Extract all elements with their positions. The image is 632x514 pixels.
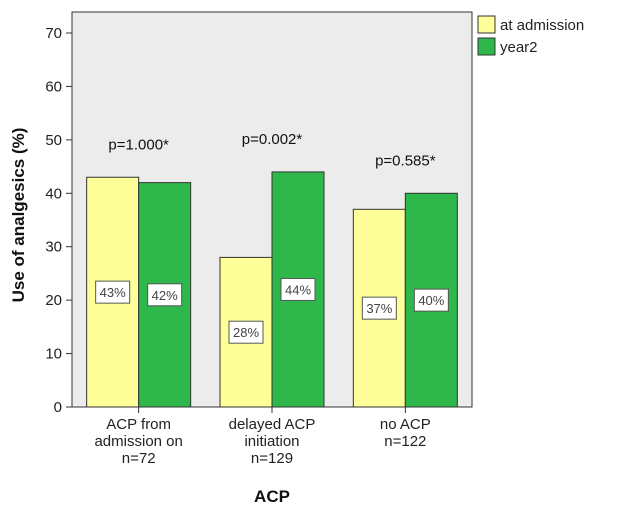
y-tick-label: 50 [45,132,62,149]
x-tick-label: no ACP n=122 [380,416,431,450]
x-axis-title: ACP [254,487,290,506]
y-tick-label: 10 [45,346,62,363]
data-label-box [361,296,397,320]
data-label-box [95,280,131,304]
y-tick-label: 30 [45,239,62,256]
data-label: 44% [285,282,311,297]
y-tick-label: 20 [45,292,62,309]
data-label: 43% [100,285,126,300]
p-value-annotation: p=0.002* [242,131,303,148]
data-label-box [228,320,264,344]
data-label-box [413,288,449,312]
data-label: 42% [152,288,178,303]
y-axis-title: Use of analgesics (%) [9,128,28,303]
legend-swatch [477,37,496,56]
p-value-annotation: p=1.000* [108,136,169,153]
legend-label: year2 [500,39,538,56]
data-label: 40% [418,293,444,308]
y-tick-label: 70 [45,25,62,42]
data-label: 37% [366,301,392,316]
y-tick-label: 60 [45,78,62,95]
data-label: 28% [233,325,259,340]
legend-swatch [477,15,496,34]
y-tick-label: 40 [45,185,62,202]
data-label-box [147,283,183,307]
x-tick-label: delayed ACP initiation n=129 [229,416,316,467]
data-label-box [280,277,316,301]
legend: at admission year2 [477,15,584,56]
y-tick-label: 0 [54,399,62,416]
x-tick-label: ACP from admission on n=72 [94,416,182,467]
legend-label: at admission [500,17,584,34]
p-value-annotation: p=0.585* [375,152,436,169]
